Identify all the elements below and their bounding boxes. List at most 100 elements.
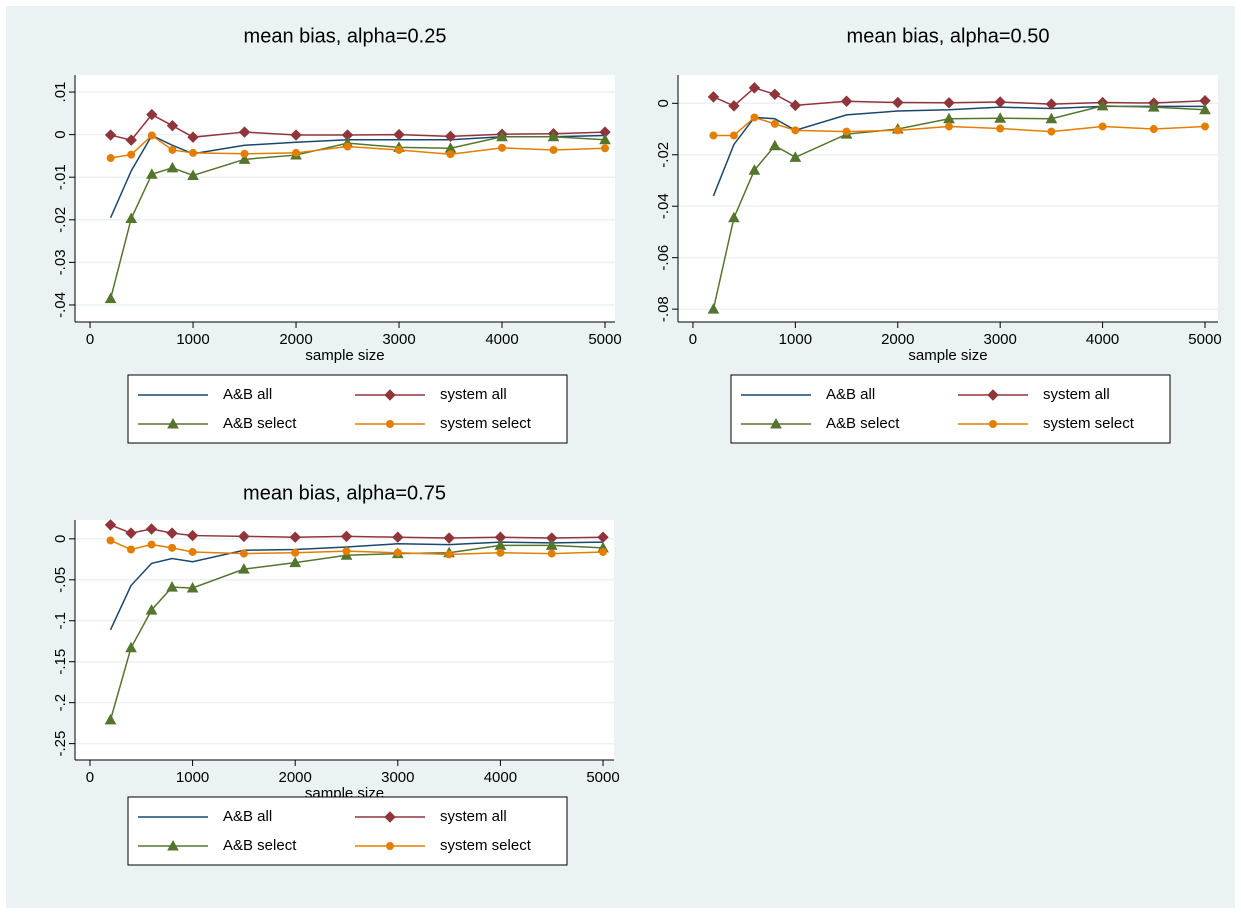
legend-marker [386, 842, 394, 850]
data-point [238, 563, 250, 574]
legend-label: system select [440, 415, 532, 432]
data-point [127, 150, 136, 159]
legend-label: A&B all [826, 386, 875, 403]
data-point [994, 96, 1006, 108]
x-tick-label: 5000 [586, 769, 619, 786]
x-tick-label: 0 [86, 331, 94, 348]
y-tick-label: -.02 [52, 207, 69, 233]
data-point [1045, 112, 1058, 124]
legend-marker [386, 420, 394, 428]
legend-label: system select [1043, 415, 1135, 432]
data-point [290, 129, 302, 141]
data-point [728, 100, 740, 112]
data-point [106, 536, 115, 545]
data-point [187, 131, 199, 143]
data-point [104, 292, 117, 304]
legend-marker [989, 420, 997, 428]
x-tick-label: 3000 [381, 769, 414, 786]
legend-marker [384, 389, 396, 401]
legend-label: A&B all [223, 386, 272, 403]
data-point [789, 99, 802, 112]
data-point [994, 112, 1007, 123]
data-point [146, 108, 158, 121]
data-point [748, 164, 761, 175]
legend-label: system all [440, 386, 507, 403]
data-point [187, 169, 199, 181]
data-point [239, 549, 248, 558]
data-point [145, 523, 158, 535]
data-point [125, 134, 137, 146]
x-tick-label: 2000 [881, 331, 914, 348]
data-point [893, 126, 902, 135]
data-point [104, 713, 117, 725]
data-point [186, 529, 199, 542]
legend-label: A&B all [223, 808, 272, 825]
data-point [789, 151, 802, 162]
data-point [545, 539, 558, 550]
data-point [104, 519, 117, 531]
x-tick-label: 4000 [1086, 331, 1119, 348]
legend-box [127, 796, 568, 866]
data-point [395, 145, 404, 154]
data-point [707, 303, 720, 314]
data-point [392, 531, 404, 543]
x-tick-label: 5000 [1188, 331, 1221, 348]
y-tick-label: -.05 [52, 567, 69, 593]
legend-marker [770, 417, 782, 429]
x-tick-label: 1000 [176, 331, 209, 348]
chart-title: mean bias, alpha=0.25 [244, 25, 447, 47]
data-point [547, 549, 556, 558]
x-axis-label: sample size [305, 347, 384, 364]
legend-box [127, 374, 568, 444]
data-point [444, 130, 457, 143]
data-point [943, 97, 955, 109]
data-point [340, 530, 353, 543]
data-point [240, 149, 249, 158]
legend-label: system all [1043, 386, 1110, 403]
data-point [147, 131, 156, 140]
data-point [599, 133, 611, 145]
data-point [166, 581, 178, 592]
data-point [1047, 127, 1056, 136]
data-point [944, 122, 953, 131]
y-tick-label: -.25 [52, 731, 69, 757]
data-point [996, 124, 1005, 133]
x-tick-label: 3000 [382, 331, 415, 348]
legend-label: system select [440, 837, 532, 854]
data-point [547, 130, 560, 142]
legend-label: A&B select [223, 837, 297, 854]
data-point [1199, 103, 1211, 115]
chart-title: mean bias, alpha=0.75 [243, 482, 446, 504]
data-point [840, 95, 853, 107]
data-point [393, 128, 405, 141]
data-point [186, 581, 199, 593]
y-tick-label: -.02 [655, 142, 672, 168]
data-point [145, 168, 158, 179]
data-point [601, 144, 610, 153]
data-point [188, 547, 197, 556]
data-point [842, 127, 851, 136]
data-point [292, 148, 301, 157]
legend-label: system all [440, 808, 507, 825]
x-tick-label: 2000 [279, 331, 312, 348]
chart-title: mean bias, alpha=0.50 [847, 25, 1050, 47]
data-point [769, 88, 781, 101]
legend-marker [987, 389, 999, 401]
y-tick-label: 0 [52, 130, 69, 138]
legend-marker [384, 811, 396, 823]
data-point [769, 139, 781, 151]
data-point [393, 548, 402, 557]
legend-label: A&B select [826, 415, 900, 432]
x-tick-label: 4000 [484, 769, 517, 786]
data-point [166, 527, 178, 539]
y-tick-label: -.06 [655, 245, 672, 271]
data-point [549, 145, 558, 154]
data-point [748, 82, 761, 94]
data-point [728, 211, 740, 223]
data-point [498, 143, 507, 152]
data-point [289, 531, 301, 543]
data-point [599, 547, 608, 556]
data-point [709, 131, 718, 140]
data-point [238, 530, 250, 543]
